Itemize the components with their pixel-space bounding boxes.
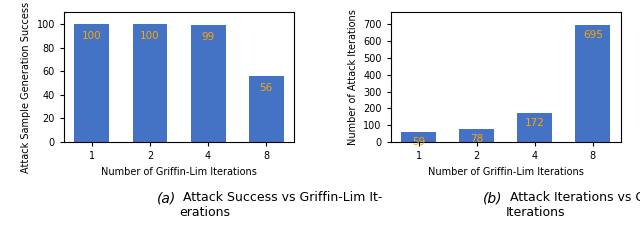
Bar — [191, 25, 225, 142]
Y-axis label: Number of Attack Iterations: Number of Attack Iterations — [348, 9, 358, 145]
Bar — [74, 24, 109, 142]
Text: 56: 56 — [260, 83, 273, 93]
Text: 59: 59 — [412, 137, 425, 147]
Text: 99: 99 — [202, 32, 214, 42]
Bar — [460, 129, 494, 142]
X-axis label: Number of Griffin-Lim Iterations: Number of Griffin-Lim Iterations — [428, 167, 584, 177]
Text: 695: 695 — [583, 30, 603, 40]
Text: 172: 172 — [525, 118, 545, 128]
Text: 78: 78 — [470, 134, 483, 144]
Bar — [575, 25, 611, 142]
Text: (a): (a) — [157, 191, 176, 205]
Bar — [249, 76, 284, 142]
Bar — [517, 113, 552, 142]
Bar — [401, 132, 436, 142]
Y-axis label: Attack Sample Generation Success (%): Attack Sample Generation Success (%) — [21, 0, 31, 173]
Text: Attack Iterations vs Griffin-Lim
Iterations: Attack Iterations vs Griffin-Lim Iterati… — [506, 191, 640, 219]
Text: Attack Success vs Griffin-Lim It-
erations: Attack Success vs Griffin-Lim It- eratio… — [179, 191, 383, 219]
Text: 100: 100 — [140, 31, 160, 41]
Bar — [132, 24, 168, 142]
X-axis label: Number of Griffin-Lim Iterations: Number of Griffin-Lim Iterations — [101, 167, 257, 177]
Text: 100: 100 — [82, 31, 102, 41]
Text: (b): (b) — [483, 191, 502, 205]
